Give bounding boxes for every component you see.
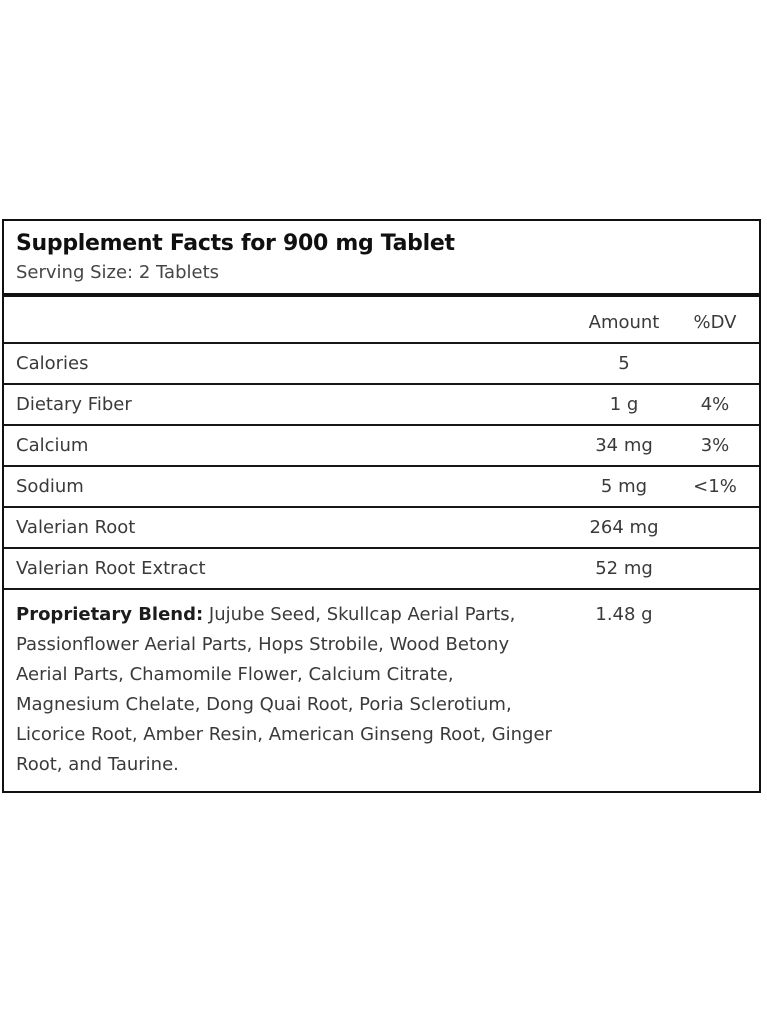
proprietary-blend-row: Proprietary Blend: Jujube Seed, Skullcap… [4, 590, 759, 791]
panel-header: Supplement Facts for 900 mg Tablet Servi… [4, 221, 759, 297]
nutrient-amount: 52 mg [595, 558, 653, 579]
proprietary-blend-amount: 1.48 g [595, 604, 653, 625]
nutrient-dv: 3% [700, 435, 730, 456]
table-row-valerian-root: Valerian Root 264 mg [4, 508, 759, 549]
supplement-facts-panel: Supplement Facts for 900 mg Tablet Servi… [2, 219, 761, 793]
table-row-calories: Calories 5 [4, 344, 759, 385]
serving-size-text: Serving Size: 2 Tablets [16, 262, 220, 283]
nutrient-name: Valerian Root [16, 517, 136, 538]
table-row-calcium: Calcium 34 mg 3% [4, 426, 759, 467]
nutrient-amount: 5 [618, 353, 630, 374]
nutrient-amount: 1 g [609, 394, 639, 415]
proprietary-blend-text: Proprietary Blend: Jujube Seed, Skullcap… [16, 600, 559, 780]
nutrient-name: Calcium [16, 435, 89, 456]
column-header-dv: %DV [693, 312, 737, 333]
nutrient-name: Sodium [16, 476, 84, 497]
proprietary-blend-label: Proprietary Blend: [16, 604, 204, 625]
table-row-dietary-fiber: Dietary Fiber 1 g 4% [4, 385, 759, 426]
nutrient-amount: 5 mg [600, 476, 648, 497]
panel-title: Supplement Facts for 900 mg Tablet [16, 231, 455, 256]
nutrient-amount: 264 mg [589, 517, 659, 538]
column-header-row: Amount %DV [4, 297, 759, 344]
table-row-valerian-root-extract: Valerian Root Extract 52 mg [4, 549, 759, 590]
nutrient-amount: 34 mg [595, 435, 653, 456]
table-row-sodium: Sodium 5 mg <1% [4, 467, 759, 508]
proprietary-blend-ingredients: Jujube Seed, Skullcap Aerial Parts, Pass… [16, 604, 552, 775]
nutrient-dv: <1% [693, 476, 737, 497]
nutrient-name: Valerian Root Extract [16, 558, 206, 579]
nutrient-name: Dietary Fiber [16, 394, 132, 415]
column-header-amount: Amount [588, 312, 660, 333]
nutrient-dv: 4% [700, 394, 730, 415]
nutrient-name: Calories [16, 353, 89, 374]
